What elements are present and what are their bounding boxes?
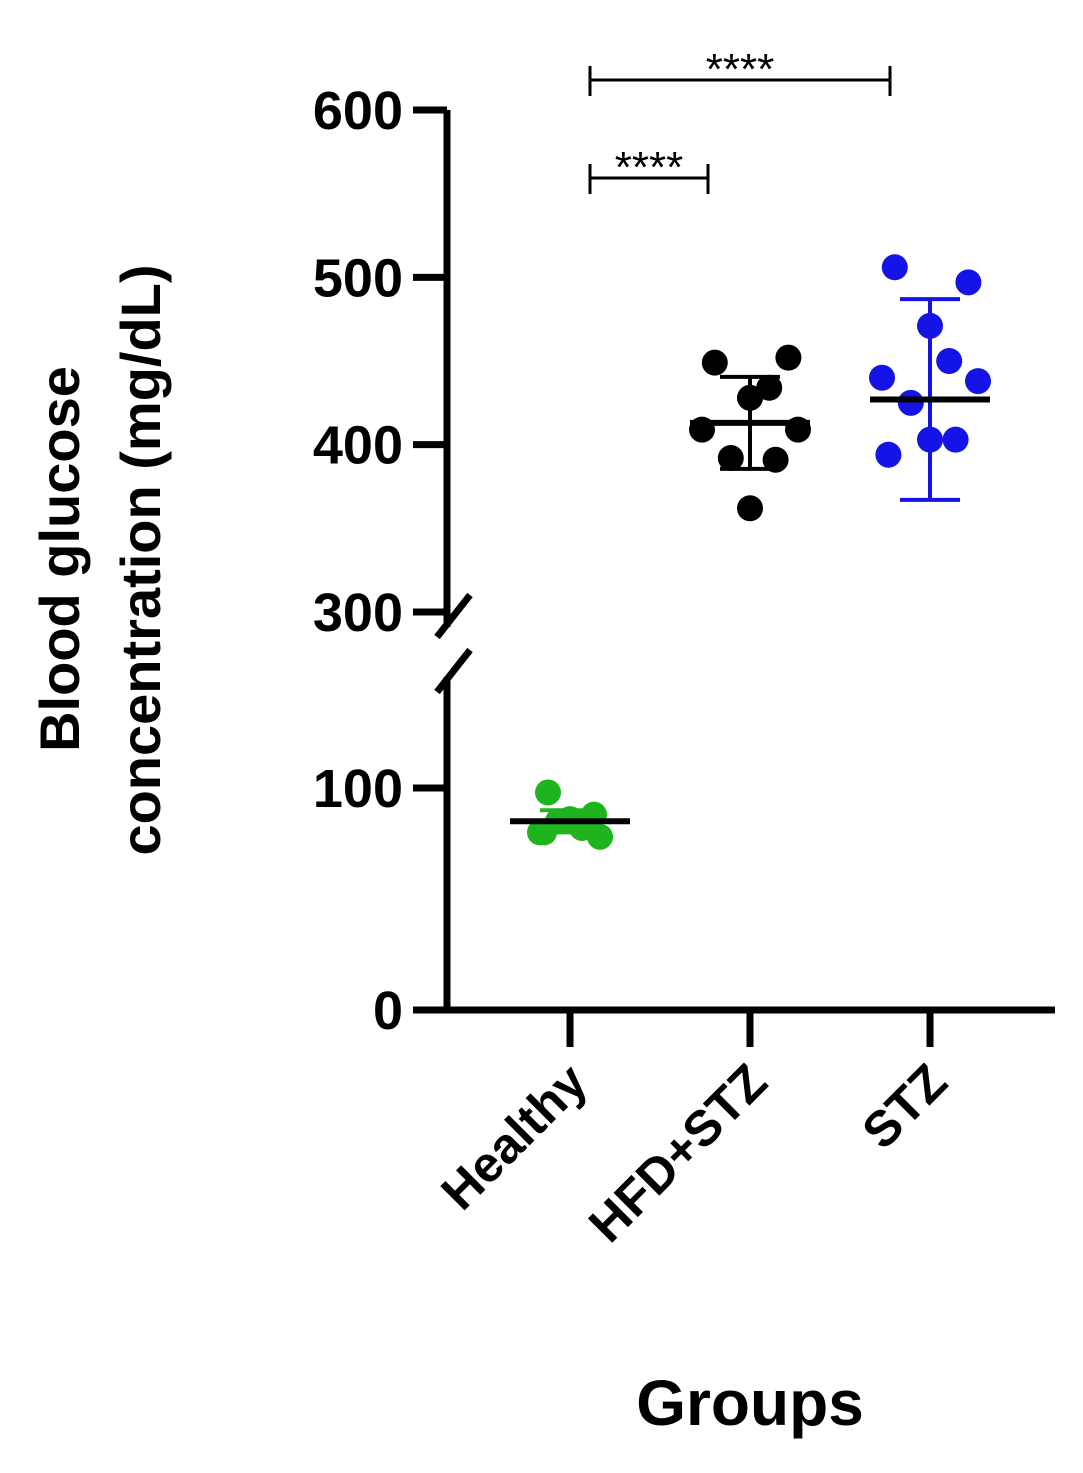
break-mark — [434, 592, 473, 640]
y-tick-label: 600 — [313, 81, 403, 141]
x-axis-title: Groups — [636, 1367, 864, 1439]
significance-label: **** — [615, 143, 684, 192]
y-tick-label: 500 — [313, 248, 403, 308]
data-point — [775, 344, 802, 371]
data-point — [942, 426, 969, 453]
x-tick-label: STZ — [851, 1053, 957, 1159]
data-point — [737, 495, 763, 522]
data-point — [762, 446, 789, 473]
y-tick-label: 300 — [313, 583, 403, 643]
data-point — [535, 779, 561, 806]
data-point — [881, 254, 908, 281]
axis-break — [434, 592, 473, 695]
data-point — [717, 445, 744, 472]
y-axis-title-line: concentration (mg/dL) — [109, 264, 172, 855]
data-point — [955, 269, 982, 296]
break-mark — [434, 647, 473, 695]
y-tick-label: 100 — [313, 759, 403, 819]
data-point — [701, 349, 728, 376]
x-tick-label: Healthy — [430, 1053, 597, 1220]
y-axis-title-line: Blood glucose — [28, 366, 91, 752]
y-tick-label: 0 — [373, 981, 403, 1041]
significance-label: **** — [706, 45, 775, 94]
data-point — [869, 364, 895, 391]
y-tick-label: 400 — [313, 416, 403, 476]
x-tick-label: HFD+STZ — [578, 1053, 778, 1253]
data-point — [936, 348, 963, 374]
data-point — [897, 389, 924, 416]
data-point — [965, 368, 991, 395]
data-point — [756, 374, 783, 401]
data-point — [875, 441, 902, 468]
